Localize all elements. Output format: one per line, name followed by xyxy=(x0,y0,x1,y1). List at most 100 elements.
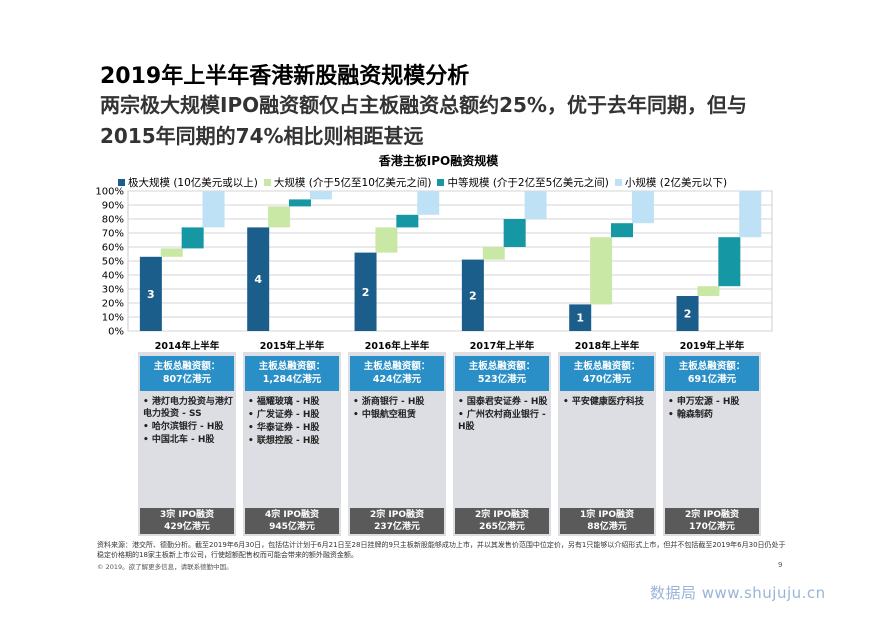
bar-count-label: 2 xyxy=(362,286,370,299)
bar-segment xyxy=(461,259,484,331)
footer-line: 2宗 IPO融资 xyxy=(685,510,739,520)
footer-line: 170亿港元 xyxy=(689,522,735,532)
footer-line: 4宗 IPO融资 xyxy=(265,510,319,520)
bar-segment xyxy=(611,223,633,238)
bar-segment xyxy=(417,191,440,215)
header-line: 691亿港元 xyxy=(687,374,737,385)
copyright: © 2019。欲了解更多信息，请联系德勤中国。 xyxy=(97,563,233,571)
summary-column-2018: 2018年上半年 主板总融资额： 470亿港元 • 平安健康医疗科技 1宗 IPO… xyxy=(558,341,656,536)
column-year: 2014年上半年 xyxy=(154,341,220,352)
page-subtitle: 两宗极大规模IPO融资额仅占主板融资总额约25%，优于去年同期，但与2015年同… xyxy=(100,93,747,148)
header-line: 主板总融资额： xyxy=(363,361,431,372)
list-item: • 平安健康医疗科技 xyxy=(563,397,644,407)
bar-segment xyxy=(697,286,720,296)
list-item-text: 中银航空租赁 xyxy=(361,410,416,420)
list-item: • 中银航空租赁 xyxy=(353,410,416,420)
header-line: 807亿港元 xyxy=(162,374,212,385)
bar-segment xyxy=(524,191,547,219)
bar-segment xyxy=(569,304,592,331)
bar-segment xyxy=(354,252,377,331)
y-tick-label: 70% xyxy=(102,229,124,240)
list-item-text: 福耀玻璃 - H股 xyxy=(256,397,320,407)
bar-segment xyxy=(181,227,204,249)
bar-segment xyxy=(739,191,762,238)
column-year: 2018年上半年 xyxy=(574,341,640,352)
y-tick-label: 60% xyxy=(102,243,124,254)
list-item-text: 广发证券 - H股 xyxy=(256,410,320,420)
legend-item-very-large: 极大规模 (10亿美元或以上) xyxy=(118,175,258,190)
bar-segment xyxy=(160,248,183,257)
column-header: 主板总融资额： 1,284亿港元 xyxy=(245,356,339,391)
list-item: • 广州农村商业银行 - H股 xyxy=(458,410,546,432)
list-item-text: 广州农村商业银行 - H股 xyxy=(458,410,546,432)
legend-item-medium: 中等规模 (介于2亿至5亿美元之间) xyxy=(437,175,609,190)
footer-line: 2宗 IPO融资 xyxy=(370,510,424,520)
column-year: 2019年上半年 xyxy=(679,341,745,352)
list-item: • 华泰证券 - H股 xyxy=(248,423,320,433)
list-item-text: 浙商银行 - H股 xyxy=(361,397,425,407)
y-tick-label: 40% xyxy=(102,271,124,282)
header-line: 主板总融资额： xyxy=(678,361,746,372)
list-item: • 港灯电力投资与港灯电力投资 - SS xyxy=(143,397,233,419)
bar-count-label: 2 xyxy=(469,289,477,302)
list-item: • 中国北车 - H股 xyxy=(143,435,215,445)
column-header: 主板总融资额： 424亿港元 xyxy=(350,356,444,391)
column-footer: 2宗 IPO融资 265亿港元 xyxy=(455,508,549,534)
bar-segment xyxy=(202,191,225,228)
bar-count-label: 2 xyxy=(684,308,692,321)
bar-segment xyxy=(309,191,332,200)
legend-label: 中等规模 (介于2亿至5亿美元之间) xyxy=(447,177,609,189)
bar-segment xyxy=(631,191,654,224)
summary-column-2016: 2016年上半年 主板总融资额： 424亿港元 • 浙商银行 - H股 • 中银航… xyxy=(348,341,446,536)
y-tick-label: 30% xyxy=(102,285,124,296)
header-line: 470亿港元 xyxy=(582,374,632,385)
legend-swatch xyxy=(437,179,445,186)
column-header: 主板总融资额： 523亿港元 xyxy=(455,356,549,391)
source-note: 资料来源：港交所、德勤分析。截至2019年6月30日，包括估计计划于6月21日至… xyxy=(97,541,786,559)
footer-line: 1宗 IPO融资 xyxy=(580,510,634,520)
footer-line: 88亿港元 xyxy=(587,522,627,532)
legend-swatch xyxy=(118,179,125,186)
bar-count-label: 1 xyxy=(576,312,584,325)
bar-segment xyxy=(396,214,419,228)
list-item-text: 平安健康医疗科技 xyxy=(571,397,644,407)
legend-swatch xyxy=(614,179,622,186)
column-year: 2017年上半年 xyxy=(469,341,535,352)
bar-segment xyxy=(139,256,162,331)
list-item: • 联想控股 - H股 xyxy=(248,436,320,446)
list-item: • 翰森制药 xyxy=(668,410,713,420)
header-line: 主板总融资额： xyxy=(573,361,641,372)
list-item: • 国泰君安证券 - H股 xyxy=(458,397,548,407)
list-item-text: 国泰君安证券 - H股 xyxy=(466,397,548,407)
list-item-text: 联想控股 - H股 xyxy=(256,436,320,446)
column-list: • 申万宏源 - H股 • 翰森制药 xyxy=(668,396,758,422)
bar-segment xyxy=(482,247,505,260)
legend-item-small: 小规模 (2亿美元以下) xyxy=(614,175,728,190)
legend-label: 小规模 (2亿美元以下) xyxy=(624,177,728,189)
column-footer: 4宗 IPO融资 945亿港元 xyxy=(245,508,339,534)
list-item-text: 翰森制药 xyxy=(676,410,713,420)
stacked-bar-chart: 0% 10% 20% 30% 40% 50% 60% 70% 80% 90% 100% 3 4 2 2 1 2 xyxy=(95,187,773,338)
bar-segment xyxy=(718,237,741,287)
footer-line: 265亿港元 xyxy=(479,522,525,532)
footer-line: 237亿港元 xyxy=(374,522,420,532)
bar-segment xyxy=(375,227,398,253)
column-header: 主板总融资额： 691亿港元 xyxy=(665,356,759,391)
header-line: 主板总融资额： xyxy=(468,361,536,372)
y-tick-label: 20% xyxy=(102,299,124,310)
page-number: 9 xyxy=(778,561,783,569)
column-list: • 港灯电力投资与港灯电力投资 - SS • 哈尔滨银行 - H股 • 中国北车… xyxy=(143,396,233,447)
list-item-text: 港灯电力投资与港灯电力投资 - SS xyxy=(143,397,233,419)
list-item: • 福耀玻璃 - H股 xyxy=(248,397,320,407)
bar-segment xyxy=(289,199,311,207)
y-tick-label: 80% xyxy=(102,215,124,226)
y-tick-label: 10% xyxy=(102,313,124,324)
column-year: 2015年上半年 xyxy=(259,341,325,352)
column-footer: 2宗 IPO融资 237亿港元 xyxy=(350,508,444,534)
list-item-text: 中国北车 - H股 xyxy=(151,435,215,445)
bar-count-label: 4 xyxy=(254,273,262,286)
column-footer: 2宗 IPO融资 170亿港元 xyxy=(665,508,759,534)
column-footer: 1宗 IPO融资 88亿港元 xyxy=(560,508,654,534)
y-tick-label: 50% xyxy=(102,257,124,268)
header-line: 424亿港元 xyxy=(372,374,422,385)
